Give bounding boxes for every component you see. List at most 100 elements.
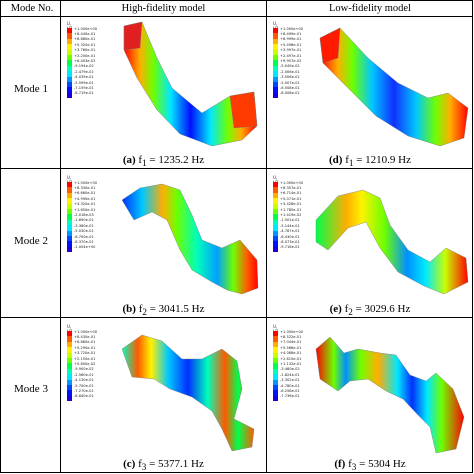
legend-swatch	[67, 236, 72, 242]
mode-shape-d	[319, 27, 469, 147]
legend-tick-label: -3.144e-01	[280, 223, 300, 228]
legend-swatch	[273, 209, 278, 215]
legend-tick-label: +8.430e-01	[74, 334, 96, 339]
legend-tick-label: +8.499e-01	[280, 31, 302, 36]
legend-swatch	[273, 236, 278, 242]
legend-swatch	[273, 28, 278, 34]
legend-swatch	[273, 241, 278, 247]
legend-tick-label: -9.900e-02	[74, 367, 94, 372]
legend-swatch	[273, 76, 278, 82]
legend-swatch	[67, 76, 72, 82]
legend-tick-label: -8.719e-01	[74, 91, 94, 96]
legend-swatch	[273, 82, 278, 88]
legend-tick-label: -1.690e-01	[74, 218, 94, 223]
legend-swatch	[273, 347, 278, 353]
legend-swatch	[273, 379, 278, 385]
legend-tick-label: +2.150e-01	[74, 356, 96, 361]
legend-tick-label: +3.720e-01	[74, 351, 96, 356]
legend-tick-label: +1.000e+00	[280, 26, 304, 31]
header-mode-no: Mode No.	[10, 3, 54, 14]
row-rule-2	[1, 317, 472, 318]
legend-tick-label: +7.044e-01	[280, 340, 302, 345]
legend-tick-label: +6.660e-01	[74, 191, 96, 196]
legend-swatch	[67, 390, 72, 396]
caption-e: (e) f2 = 3029.6 Hz	[329, 303, 411, 318]
legend-tick-label: +4.990e-01	[74, 196, 96, 201]
legend-swatch	[67, 230, 72, 236]
row-label-mode-2: Mode 2	[14, 235, 48, 247]
legend-tick-label: -6.700e-01	[74, 234, 94, 239]
legend-tick-label: -7.736e-01	[280, 394, 300, 399]
legend-tick-label: -5.030e-01	[74, 229, 94, 234]
caption-b: (b) f2 = 3041.5 Hz	[122, 303, 205, 318]
header-low-fidelity: Low-fidelity model	[329, 3, 411, 14]
legend-swatch	[67, 347, 72, 353]
legend-swatch	[273, 219, 278, 226]
legend-swatch	[67, 331, 72, 337]
legend-tick-label: +1.000e+00	[280, 180, 304, 185]
legend-tick-label: -4.780e-01	[280, 383, 300, 388]
legend-tick-label: +1.000e+00	[74, 180, 98, 185]
legend-tick-label: +1.650e-01	[74, 207, 96, 212]
legend-swatch	[67, 374, 72, 380]
legend-swatch	[67, 385, 72, 391]
legend-tick-label: +8.330e-01	[74, 185, 96, 190]
panel-d: U, U3+1.000e+00+8.499e-01+6.999e-01+5.49…	[268, 18, 472, 153]
legend-swatch	[273, 358, 278, 364]
legend-swatch	[67, 395, 72, 402]
legend-swatch	[67, 214, 72, 220]
legend-swatch	[67, 209, 72, 215]
legend-swatch	[273, 182, 278, 188]
legend-tick-label: +9.957e-02	[280, 58, 302, 63]
panel-e: U, U3+1.000e+00+8.357e-01+6.714e-01+5.07…	[268, 170, 472, 302]
legend-tick-label: +6.860e-01	[74, 340, 96, 345]
row-rule-1	[1, 168, 472, 169]
legend-tick-label: -6.430e-01	[280, 234, 300, 239]
legend-swatch	[273, 33, 278, 39]
legend-swatch	[67, 60, 72, 66]
legend-swatch	[67, 33, 72, 39]
mode-shape-f	[315, 336, 465, 454]
legend-tick-label: -5.049e-02	[280, 64, 300, 69]
legend-swatch	[273, 395, 278, 402]
legend-swatch	[273, 87, 278, 93]
legend-tick-label: -2.006e-01	[280, 69, 300, 74]
legend-tick-label: -9.194e-02	[74, 64, 94, 69]
legend-swatch	[273, 336, 278, 342]
legend-swatch	[273, 92, 278, 99]
legend-swatch	[67, 225, 72, 231]
mode-shape-a	[123, 21, 258, 147]
legend-tick-label: +2.200e-01	[74, 53, 96, 58]
legend-swatch	[67, 44, 72, 50]
legend-swatch	[67, 38, 72, 45]
legend-swatch	[67, 379, 72, 385]
legend-swatch	[273, 368, 278, 375]
legend-tick-label: -5.007e-01	[280, 80, 300, 85]
legend-tick-label: +5.566e-01	[280, 345, 302, 350]
legend-swatch	[67, 187, 72, 193]
legend-tick-label: -3.460e-02	[280, 367, 300, 372]
legend-tick-label: +8.522e-01	[280, 334, 302, 339]
legend-swatch	[273, 225, 278, 231]
legend-tick-label: -6.508e-01	[280, 85, 300, 90]
legend-swatch	[273, 341, 278, 348]
legend-tick-label: -4.039e-01	[74, 75, 94, 80]
legend-tick-label: +6.999e-01	[280, 37, 302, 42]
legend-swatch	[273, 363, 278, 369]
legend-swatch	[273, 187, 278, 193]
legend-swatch	[273, 390, 278, 396]
panel-a: U, U2+1.000e+00+8.440e-01+6.880e-01+5.32…	[62, 18, 265, 153]
legend-swatch	[67, 192, 72, 199]
legend-swatch	[273, 65, 278, 72]
legend-tick-label: +1.132e-01	[280, 361, 302, 366]
legend-tick-label: -5.599e-01	[74, 80, 94, 85]
legend-swatch	[273, 49, 278, 55]
legend-tick-label: +1.000e+00	[74, 26, 98, 31]
legend-tick-label: +6.403e-02	[74, 58, 96, 63]
legend-tick-label: +1.000e+00	[74, 329, 98, 334]
legend-tick-label: -8.073e-01	[280, 239, 300, 244]
legend-swatch	[67, 198, 72, 204]
mode-shape-c	[121, 334, 255, 452]
legend-swatch	[273, 331, 278, 337]
